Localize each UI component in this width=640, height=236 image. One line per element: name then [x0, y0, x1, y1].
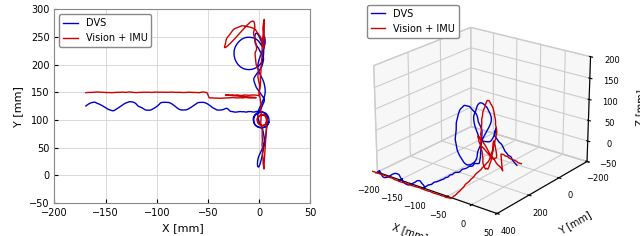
DVS — [253, 32, 260, 35]
Vision + IMU — [178, 91, 186, 94]
DVS — [252, 110, 260, 113]
DVS — [257, 124, 265, 126]
Line: DVS: DVS — [86, 33, 269, 167]
Line: Vision + IMU: Vision + IMU — [86, 19, 268, 169]
X-axis label: X [mm]: X [mm] — [392, 221, 429, 236]
DVS — [256, 106, 264, 109]
DVS — [82, 105, 90, 107]
Vision + IMU — [260, 18, 268, 21]
DVS — [124, 101, 131, 104]
Legend: DVS, Vision + IMU: DVS, Vision + IMU — [60, 14, 151, 47]
Legend: DVS, Vision + IMU: DVS, Vision + IMU — [367, 5, 459, 38]
DVS — [256, 64, 264, 67]
DVS — [265, 121, 273, 124]
Vision + IMU — [263, 119, 271, 122]
DVS — [241, 111, 249, 114]
Vision + IMU — [260, 168, 268, 170]
Vision + IMU — [262, 115, 269, 118]
Vision + IMU — [254, 73, 262, 76]
Vision + IMU — [262, 121, 270, 124]
Vision + IMU — [82, 91, 90, 94]
X-axis label: X [mm]: X [mm] — [161, 223, 204, 233]
Y-axis label: Y [mm]: Y [mm] — [557, 210, 593, 236]
Y-axis label: Y [mm]: Y [mm] — [13, 86, 24, 127]
DVS — [255, 166, 262, 169]
Vision + IMU — [196, 91, 204, 94]
Vision + IMU — [233, 93, 241, 96]
